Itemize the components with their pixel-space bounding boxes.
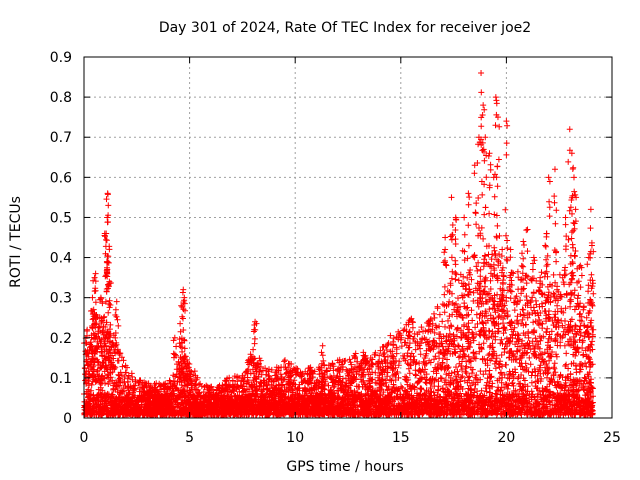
- peak-point: [520, 238, 527, 245]
- y-axis-label: ROTI / TECUs: [8, 196, 24, 288]
- peak-point: [551, 166, 558, 173]
- peak-point: [106, 278, 113, 285]
- peak-point: [585, 254, 592, 261]
- peak-point: [89, 294, 96, 301]
- peak-point: [588, 242, 595, 249]
- x-tick-label: 0: [80, 430, 89, 446]
- x-tick-label: 5: [185, 430, 194, 446]
- peak-point: [475, 134, 482, 141]
- peak-point: [482, 134, 489, 141]
- x-tick-label: 10: [286, 430, 304, 446]
- peak-point: [319, 342, 326, 349]
- y-tick-label: 0.7: [50, 130, 72, 146]
- peak-point: [461, 214, 468, 221]
- peak-point: [465, 190, 472, 197]
- peak-point: [492, 94, 499, 101]
- peak-point: [442, 234, 449, 241]
- x-tick-label: 25: [603, 430, 621, 446]
- peak-point: [171, 334, 178, 341]
- peak-point: [543, 230, 550, 237]
- peak-point: [452, 214, 459, 221]
- peak-point: [104, 214, 111, 221]
- x-axis-label: GPS time / hours: [286, 459, 403, 475]
- peak-point: [178, 302, 185, 309]
- peak-point: [104, 190, 111, 197]
- y-tick-label: 0.1: [50, 371, 72, 387]
- peak-point: [587, 206, 594, 213]
- y-tick-label: 0.6: [50, 170, 72, 186]
- y-tick-label: 0: [63, 411, 72, 427]
- x-tick-label: 15: [392, 430, 410, 446]
- peak-point: [530, 254, 537, 261]
- peak-point: [252, 318, 259, 325]
- peak-point: [448, 194, 455, 201]
- peak-point: [537, 274, 544, 281]
- peak-point: [503, 118, 510, 125]
- y-tick-label: 0.4: [50, 251, 72, 267]
- x-tick-label: 20: [497, 430, 515, 446]
- x-tick-labels: 0 5 10 15 20 25: [80, 430, 621, 446]
- peak-point: [480, 102, 487, 109]
- peak-point: [566, 126, 573, 133]
- y-tick-label: 0.2: [50, 331, 72, 347]
- peak-point: [181, 294, 188, 301]
- peak-point: [91, 274, 98, 281]
- peak-point: [577, 262, 584, 269]
- peak-point: [97, 294, 104, 301]
- peak-point: [471, 162, 478, 169]
- y-tick-label: 0.9: [50, 50, 72, 66]
- peak-point: [562, 214, 569, 221]
- plot-frame: [83, 56, 613, 419]
- y-tick-label: 0.8: [50, 90, 72, 106]
- data-points: [81, 70, 597, 418]
- peak-point: [486, 150, 493, 157]
- scatter-markers: [81, 89, 597, 418]
- peak-point: [507, 246, 514, 253]
- peak-point: [570, 174, 577, 181]
- peak-point: [499, 246, 506, 253]
- peak-point: [113, 298, 120, 305]
- axis-ticks: [83, 56, 613, 419]
- peak-point: [92, 270, 99, 277]
- y-tick-label: 0.5: [50, 210, 72, 226]
- chart-title: Day 301 of 2024, Rate Of TEC Index for r…: [159, 20, 531, 36]
- peak-point: [524, 226, 531, 233]
- y-tick-labels: 0 0.1 0.2 0.3 0.4 0.5 0.6 0.7 0.8 0.9: [50, 50, 72, 427]
- peak-point: [494, 114, 501, 121]
- peak-point: [490, 174, 497, 181]
- peak-point: [180, 286, 187, 293]
- peak-point: [105, 202, 112, 209]
- peak-point: [84, 326, 91, 333]
- y-tick-label: 0.3: [50, 291, 72, 307]
- peak-point: [545, 174, 552, 181]
- peak-point: [568, 150, 575, 157]
- peak-point: [573, 194, 580, 201]
- peak-point: [478, 70, 485, 77]
- peak-point: [103, 230, 110, 237]
